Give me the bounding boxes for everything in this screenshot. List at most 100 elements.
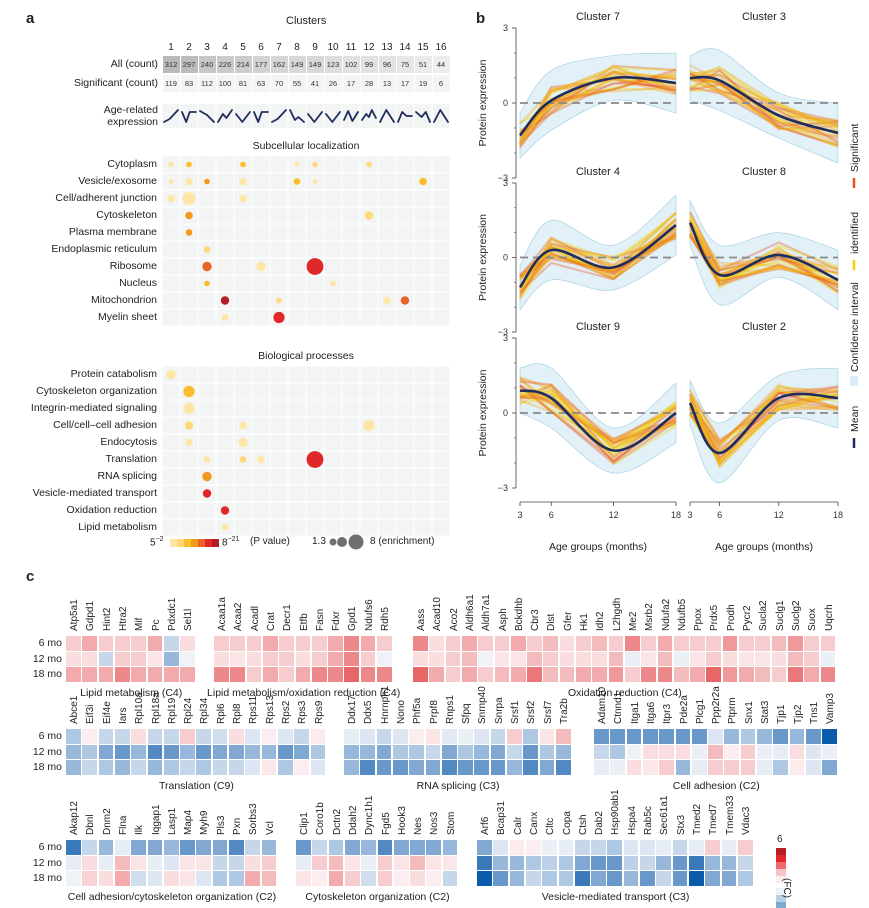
gene-label: Rpl6 [215, 703, 227, 724]
grid-cell [162, 309, 180, 326]
heatmap-cell [114, 871, 130, 886]
heatmap-cell [543, 651, 559, 666]
heatmap-cell [642, 760, 658, 775]
count-cell: 149 [288, 56, 306, 73]
cluster-number: 5 [240, 42, 246, 53]
heatmap-cell [755, 636, 771, 651]
gene-label: Msrb2 [644, 603, 656, 631]
grid-cell [342, 292, 360, 309]
cluster-number: 8 [294, 42, 300, 53]
grid-cell [162, 292, 180, 309]
p-color-swatch [212, 539, 219, 547]
heatmap-cell [592, 667, 608, 682]
process-row-label: Cell/cell–cell adhesion [53, 419, 157, 431]
grid-cell [252, 156, 270, 173]
grid-cell [306, 383, 324, 400]
age-curve-5 [235, 111, 251, 123]
gene-label: Gfer [562, 611, 574, 631]
gene-label: Atp5a1 [69, 599, 80, 631]
grid-cell [342, 309, 360, 326]
heatmap-cell [344, 855, 360, 870]
gene-label: Pycr2 [742, 605, 753, 631]
p-high-label: 8−21 [222, 536, 240, 549]
heatmap-cell [376, 744, 392, 759]
gene-label: Nono [395, 700, 407, 724]
grid-cell [378, 224, 396, 241]
heatmap-cell [672, 840, 688, 855]
heatmap-cell [376, 760, 392, 775]
grid-cell [270, 190, 288, 207]
bubble-localization [273, 311, 285, 324]
group-title: Oxidation reduction (C4) [567, 686, 682, 699]
grid-cell [270, 241, 288, 258]
bubble-localization [256, 261, 266, 272]
heatmap-cell [820, 636, 836, 651]
gene-label: Aco2 [448, 608, 460, 631]
mean-line [518, 76, 677, 137]
mean-line [688, 222, 839, 282]
heatmap-cell [277, 729, 293, 744]
heatmap-cell [310, 729, 326, 744]
grid-cell [288, 224, 306, 241]
heatmap-cell [724, 729, 740, 744]
trajectory-line [519, 227, 677, 294]
heatmap-cell [706, 667, 722, 682]
grid-cell [162, 434, 180, 451]
heatmap-cell [789, 729, 805, 744]
p-color-swatch [198, 539, 205, 547]
heatmap-cell [626, 760, 642, 775]
grid-cell [216, 190, 234, 207]
heatmap-cell [523, 729, 539, 744]
gene-label: Vdac3 [740, 806, 752, 835]
heatmap-cell [493, 840, 509, 855]
grid-cell [414, 190, 432, 207]
clusters-title: Clusters [286, 15, 327, 27]
heatmap-cell [296, 871, 311, 886]
heatmap-cell [180, 760, 195, 775]
grid-cell [252, 485, 270, 502]
grid-cell [234, 309, 252, 326]
heatmap-cell [163, 744, 179, 759]
age-curve-7 [271, 109, 287, 123]
gene-label: Calr [512, 816, 524, 835]
trajectory-line [519, 387, 677, 444]
gene-label: Rps11 [248, 695, 260, 724]
gene-label: Arf6 [480, 816, 491, 835]
heatmap-cell [212, 840, 228, 855]
heatmap-cell [787, 651, 803, 666]
age-cell [162, 104, 180, 128]
count-cell: 226 [216, 56, 234, 73]
grid-cell [216, 417, 234, 434]
colorbar-swatch [776, 888, 786, 895]
gene-label: Pde2a [678, 695, 690, 724]
age-cell [324, 104, 342, 128]
grid-cell [216, 275, 234, 292]
heatmap-cell [296, 855, 311, 870]
grid-cell [342, 241, 360, 258]
grid-cell [360, 292, 378, 309]
grid-cell [378, 156, 396, 173]
gene-label: Uqcrh [823, 604, 835, 631]
trajectory-line [519, 218, 677, 295]
heatmap-cell [607, 871, 623, 886]
trajectory-line [689, 405, 839, 466]
grid-cell [306, 190, 324, 207]
trajectory-line [519, 70, 677, 125]
trajectory-line [689, 388, 839, 446]
heatmap-cell [691, 744, 707, 759]
heatmap-cell [608, 667, 624, 682]
heatmap-cell [737, 855, 753, 870]
heatmap-cell [66, 744, 81, 759]
colorbar-swatch [776, 855, 786, 862]
count-cell: 19 [414, 75, 432, 92]
trajectory-line [519, 212, 677, 292]
heatmap-cell [477, 855, 492, 870]
grid-cell [198, 417, 216, 434]
heatmap-cell [147, 840, 163, 855]
x-tick-label: 6 [717, 510, 722, 520]
heatmap-cell [229, 729, 244, 744]
grid-cell [324, 468, 342, 485]
enrichment-circle-small [329, 538, 337, 546]
grid-cell [324, 309, 342, 326]
trajectory-line [689, 65, 839, 126]
